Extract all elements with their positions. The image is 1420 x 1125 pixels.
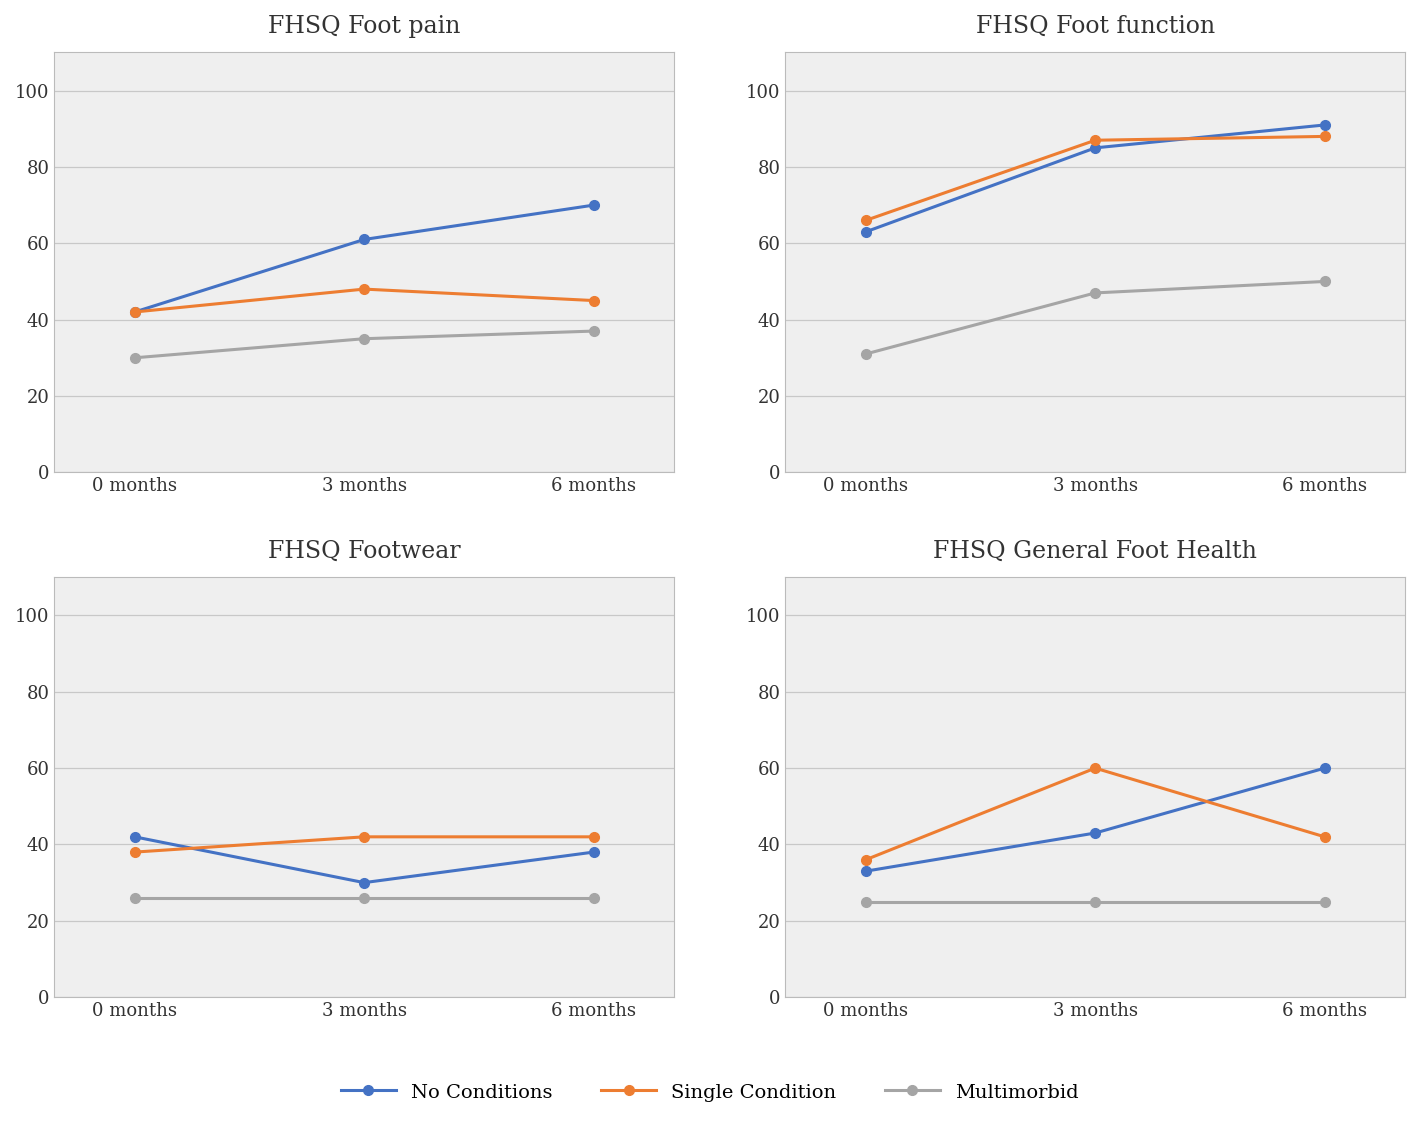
- Legend: No Conditions, Single Condition, Multimorbid: No Conditions, Single Condition, Multimo…: [334, 1074, 1086, 1109]
- Title: FHSQ Foot pain: FHSQ Foot pain: [268, 15, 460, 38]
- Title: FHSQ Footwear: FHSQ Footwear: [268, 540, 460, 562]
- Title: FHSQ General Foot Health: FHSQ General Foot Health: [933, 540, 1257, 562]
- Title: FHSQ Foot function: FHSQ Foot function: [976, 15, 1214, 38]
